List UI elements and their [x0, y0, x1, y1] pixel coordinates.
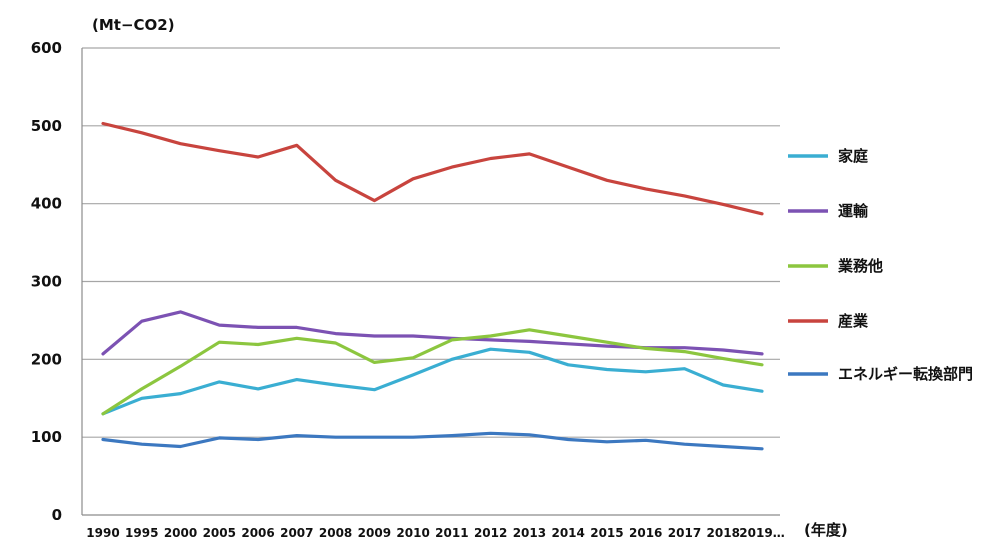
x-tick-label: 2013	[513, 526, 546, 540]
x-tick-label: 2017	[668, 526, 701, 540]
series-line-2	[101, 328, 764, 416]
legend-label-0: 家庭	[838, 147, 869, 165]
x-tick-label: 2010	[396, 526, 429, 540]
x-unit-label: (年度)	[804, 521, 848, 539]
x-tick-label: 2006	[241, 526, 274, 540]
x-tick-label: 2016	[629, 526, 662, 540]
legend-label-1: 運輸	[838, 202, 869, 220]
y-tick-label: 0	[52, 506, 62, 524]
y-tick-label: 300	[31, 273, 62, 291]
y-tick-label: 200	[31, 350, 62, 368]
x-tick-labels: 1990 1995 2000 2005 2006 2007 2008 2009 2010 2011…	[86, 526, 784, 540]
axes	[81, 48, 780, 516]
x-tick-label: 2005	[203, 526, 236, 540]
x-tick-label: 1990	[86, 526, 119, 540]
y-tick-label: 100	[31, 428, 62, 446]
legend-label-2: 業務他	[837, 257, 883, 275]
y-unit-label: (Mt−CO2)	[92, 16, 175, 34]
series-line-4	[101, 431, 764, 451]
x-tick-label: 2007	[280, 526, 313, 540]
y-tick-label: 400	[31, 195, 62, 213]
legend-label-3: 産業	[838, 312, 869, 330]
x-tick-label: 2015	[590, 526, 623, 540]
x-tick-label: 2019…	[739, 526, 784, 540]
y-tick-label: 500	[31, 117, 62, 135]
x-tick-label: 2009	[358, 526, 391, 540]
x-tick-label: 1995	[125, 526, 158, 540]
x-tick-label: 2008	[319, 526, 352, 540]
series-line-3	[101, 121, 764, 216]
y-tick-label: 600	[31, 39, 62, 57]
series-line-0	[101, 347, 764, 416]
legend-label-4: エネルギー転換部門	[838, 365, 973, 383]
x-tick-label: 2014	[551, 526, 584, 540]
x-tick-label: 2011	[435, 526, 468, 540]
grid-lines	[82, 47, 780, 438]
x-tick-label: 2018	[707, 526, 740, 540]
x-tick-label: 2012	[474, 526, 507, 540]
series-lines	[101, 121, 764, 451]
y-tick-labels: 0 100 200 300 400 500 600	[31, 39, 62, 524]
x-tick-label: 2000	[164, 526, 197, 540]
